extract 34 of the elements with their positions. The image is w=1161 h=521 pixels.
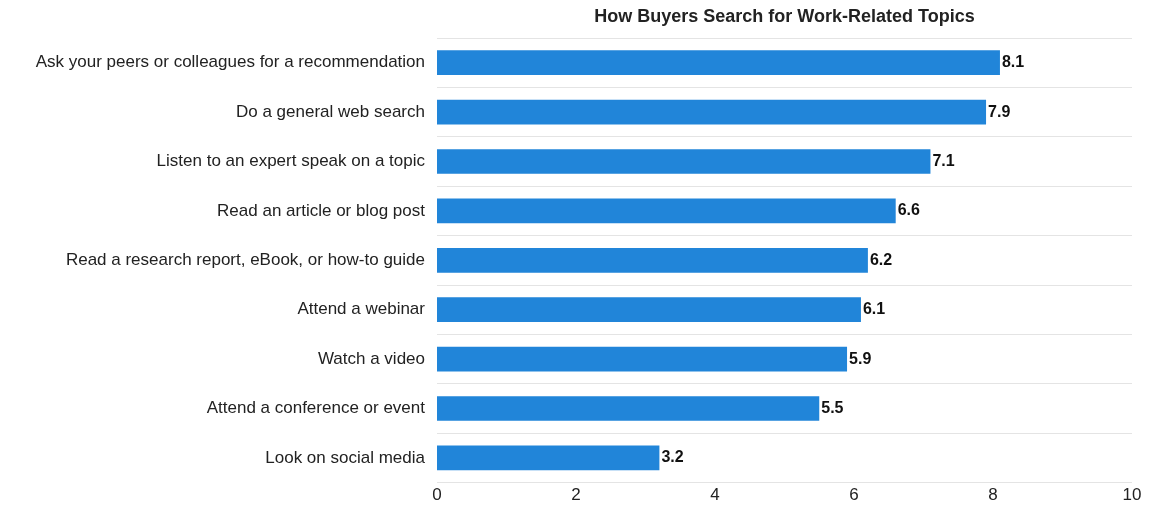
y-tick-label: Watch a video [317,348,425,368]
data-label: 6.2 [869,250,893,268]
data-label: 6.6 [897,201,921,219]
y-tick-label: Ask your peers or colleagues for a recommendation [35,52,425,72]
bar [437,99,987,125]
x-tick-label: 6 [849,485,859,505]
y-tick-label: Look on social media [265,447,426,467]
x-tick-label: 0 [432,485,442,505]
x-tick-label: 2 [571,485,581,505]
data-label: 6.1 [862,300,886,318]
y-tick-label: Read a research report, eBook, or how-to guide [65,249,425,269]
data-label: 3.2 [661,448,684,466]
x-tick-label: 4 [710,485,720,505]
data-label: 8.1 [1001,53,1025,71]
x-tick-label: 10 [1122,485,1142,505]
bar [437,50,1000,76]
data-label: 5.5 [821,398,844,416]
bar [437,297,861,323]
bar [437,247,868,273]
data-label: 5.9 [849,349,872,367]
y-tick-label: Attend a conference or event [206,398,426,418]
x-tick-label: 8 [988,485,998,505]
y-tick-label: Read an article or blog post [217,200,426,220]
bar [437,149,931,174]
data-label: 7.1 [932,151,955,169]
bar [437,346,848,372]
y-tick-label: Listen to an expert speak on a topic [156,151,426,171]
bar [437,198,896,224]
bar [437,396,820,421]
data-label: 7.9 [988,102,1011,120]
bar [437,445,660,471]
chart-title: How Buyers Search for Work-Related Topics [594,5,975,26]
y-tick-label: Attend a webinar [297,299,426,319]
y-tick-label: Do a general web search [235,101,425,121]
